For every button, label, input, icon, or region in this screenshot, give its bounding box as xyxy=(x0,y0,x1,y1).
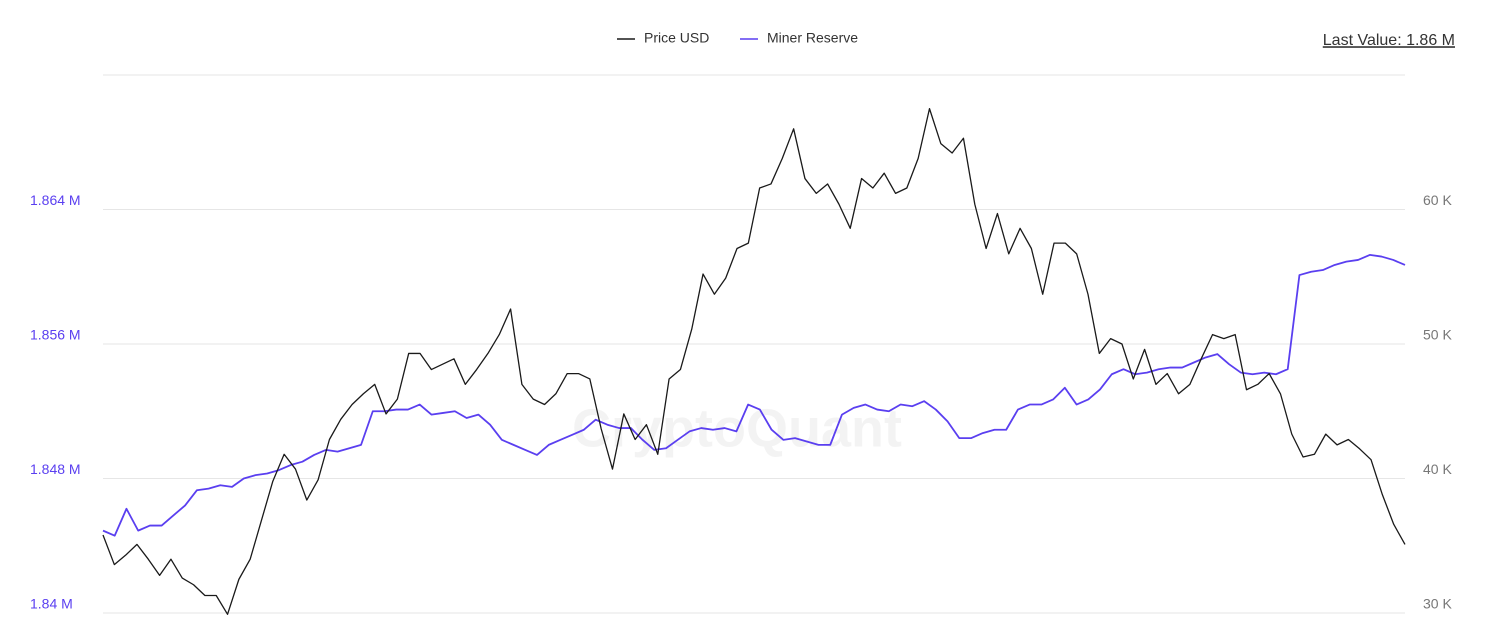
y-tick-label: 1.848 M xyxy=(30,461,81,477)
last-value[interactable]: Last Value: 1.86 M xyxy=(1323,32,1455,49)
y2-tick-label: 50 K xyxy=(1423,327,1452,343)
y-tick-label: 1.856 M xyxy=(30,327,81,343)
y2-tick-label: 30 K xyxy=(1423,596,1452,612)
series-line xyxy=(102,253,1406,537)
legend-label: Miner Reserve xyxy=(767,30,858,46)
y2-tick-label: 60 K xyxy=(1423,192,1452,208)
y-tick-label: 1.84 M xyxy=(30,596,73,612)
legend-label: Price USD xyxy=(644,30,709,46)
series-line xyxy=(102,107,1406,615)
y2-tick-label: 40 K xyxy=(1423,461,1452,477)
y-tick-label: 1.864 M xyxy=(30,192,81,208)
